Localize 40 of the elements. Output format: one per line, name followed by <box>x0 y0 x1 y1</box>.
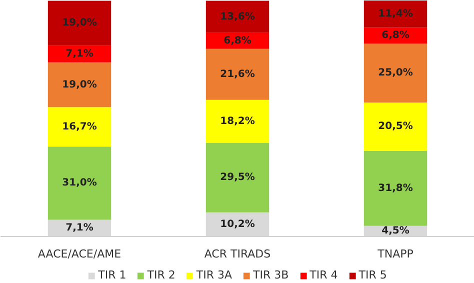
bar <box>48 62 112 108</box>
bar <box>206 0 270 33</box>
bar <box>48 0 112 46</box>
bar <box>364 150 428 226</box>
data-label: 19,0% <box>62 18 97 29</box>
bar <box>48 46 112 62</box>
data-label: 7,1% <box>66 48 94 60</box>
data-label: 4,5% <box>382 226 410 237</box>
data-label: 7,1% <box>66 222 94 234</box>
legend-label: TIR 3B <box>252 268 289 282</box>
data-label: 25,0% <box>378 67 413 78</box>
bar <box>48 107 112 147</box>
data-label: 10,2% <box>220 218 255 230</box>
data-label: 21,6% <box>220 68 255 80</box>
data-label: 20,5% <box>378 121 413 132</box>
data-label: 31,0% <box>62 178 97 189</box>
bar <box>364 0 428 28</box>
bar <box>364 43 428 102</box>
data-label: 6,8% <box>224 35 252 46</box>
bar <box>206 142 270 212</box>
data-label: 29,5% <box>220 172 255 184</box>
bar <box>48 146 112 220</box>
bar <box>206 100 270 143</box>
legend-label: TIR 2 <box>147 268 176 282</box>
data-label: 13,6% <box>220 11 255 22</box>
x-tick-label: AACE/ACE/AME <box>38 248 122 260</box>
bar <box>206 48 270 100</box>
data-label: 16,7% <box>62 121 97 132</box>
data-label: 6,8% <box>382 30 410 41</box>
bar <box>364 102 428 151</box>
legend-label: TIR 1 <box>98 268 126 282</box>
data-label: 18,2% <box>220 116 255 127</box>
x-tick-label: TNAPP <box>376 248 414 260</box>
legend-label: TIR 5 <box>358 268 387 282</box>
data-label: 19,0% <box>62 79 97 90</box>
data-label: 11,4% <box>378 8 413 20</box>
data-label: 31,8% <box>378 182 413 194</box>
legend-label: TIR 4 <box>310 268 338 282</box>
legend-label: TIR 3A <box>196 268 232 282</box>
x-tick-label: ACR TIRADS <box>204 248 271 260</box>
